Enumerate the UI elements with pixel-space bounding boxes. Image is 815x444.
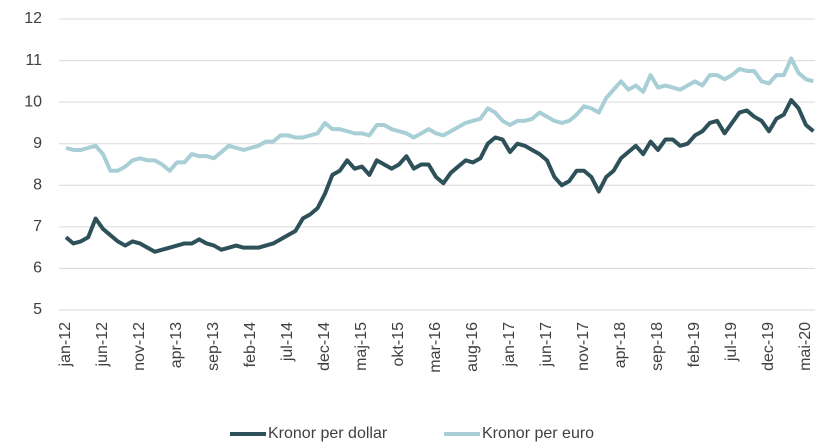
x-tick-label: jan-12 [57,322,74,368]
y-tick-label: 9 [33,135,42,152]
x-tick-label: jan-17 [501,322,518,368]
x-tick-label: aug-16 [464,322,481,372]
y-tick-label: 11 [25,52,42,69]
line-series [64,98,815,254]
x-tick-label: sep-18 [649,322,666,371]
y-tick-label: 12 [24,10,42,27]
x-tick-label: apr-13 [168,322,185,368]
x-tick-label: dec-19 [760,322,777,371]
x-tick-label: jul-14 [279,322,296,362]
x-tick-label: jun-17 [538,322,555,368]
x-tick-label: okt-15 [390,322,407,367]
x-tick-label: jun-12 [94,322,111,368]
x-tick-label: jul-19 [723,322,740,362]
x-tick-label: apr-18 [612,322,629,368]
y-tick-label: 8 [33,177,42,194]
y-tick-label: 6 [33,260,42,277]
y-tick-label: 10 [24,93,42,110]
y-tick-label: 7 [33,218,42,235]
x-tick-label: feb-14 [242,322,259,367]
legend-label: Kronor per euro [482,425,594,442]
x-tick-label: sep-13 [205,322,222,371]
legend-label: Kronor per dollar [268,425,388,442]
x-tick-label: dec-14 [316,322,333,371]
x-tick-label: feb-19 [686,322,703,367]
x-tick-label: mai-20 [797,322,814,371]
x-tick-label: nov-12 [131,322,148,371]
y-tick-label: 5 [33,301,42,318]
x-tick-label: nov-17 [575,322,592,371]
x-tick-label: mar-16 [427,322,444,373]
x-tick-label: maj-15 [353,322,370,371]
line-series [65,56,814,173]
